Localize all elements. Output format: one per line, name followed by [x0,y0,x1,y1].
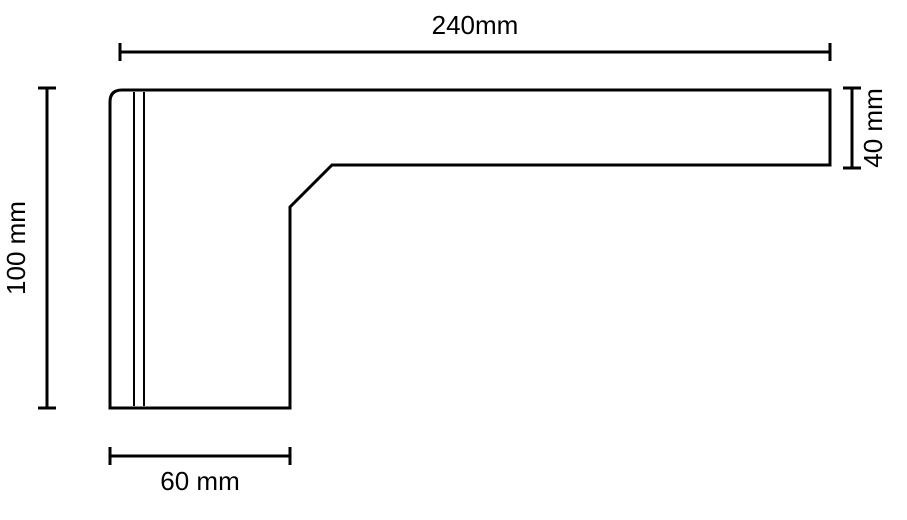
technical-drawing: 240mm 100 mm 40 mm 60 mm [0,0,907,520]
dimension-left-label: 100 mm [1,201,31,295]
dimension-right: 40 mm [843,88,888,168]
dimension-bottom-label: 60 mm [160,466,239,496]
dimension-left: 100 mm [1,88,56,408]
dimension-bottom: 60 mm [110,447,290,496]
dimension-right-label: 40 mm [858,88,888,167]
profile-outline [110,90,830,408]
dimension-top: 240mm [120,10,830,61]
dimension-top-label: 240mm [432,10,519,40]
